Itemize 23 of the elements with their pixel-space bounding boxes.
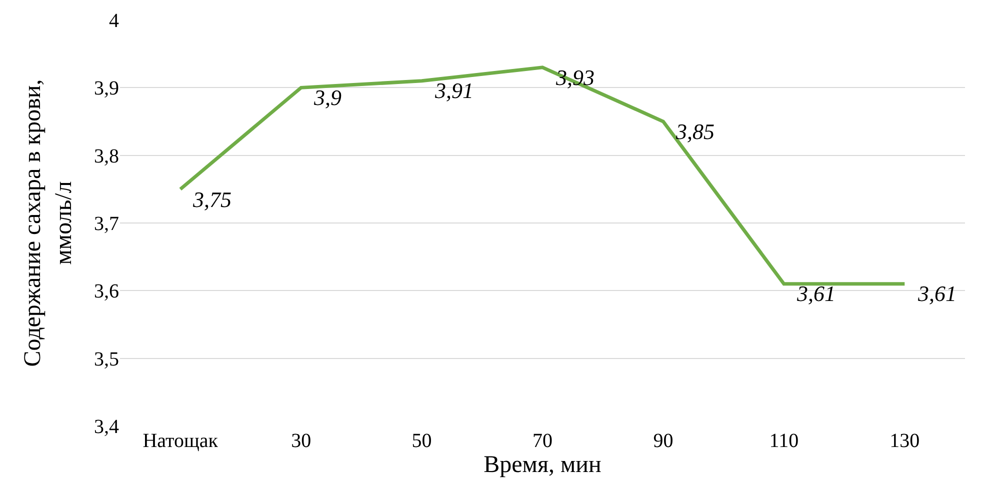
y-axis-title: Содержание сахара в крови, ммоль/л [20,79,78,367]
y-tick-label: 4 [109,10,119,32]
data-label: 3,85 [675,119,714,144]
data-label: 3,61 [796,281,836,306]
data-label: 3,75 [192,187,232,212]
y-tick-label: 3,5 [94,348,119,370]
data-label: 3,61 [917,281,956,306]
x-tick-label: 70 [532,430,552,452]
y-tick-label: 3,9 [94,78,119,100]
x-tick-label: 90 [653,430,674,452]
x-tick-label: Натощак [142,430,218,452]
line-series [178,66,906,286]
y-tick-label: 3,6 [94,280,119,303]
y-tick-label: 3,7 [94,213,119,235]
x-axis-title: Время, мин [484,452,602,478]
x-tick-label: 50 [412,430,432,452]
x-tick-label: 30 [291,430,312,452]
y-tick-label: 3,4 [94,416,119,438]
data-label: 3,9 [313,85,342,110]
x-tick-label: 130 [890,430,920,452]
data-label: 3,91 [434,78,474,103]
x-tick-label: 110 [769,430,799,452]
y-tick-label: 3,8 [94,145,119,168]
